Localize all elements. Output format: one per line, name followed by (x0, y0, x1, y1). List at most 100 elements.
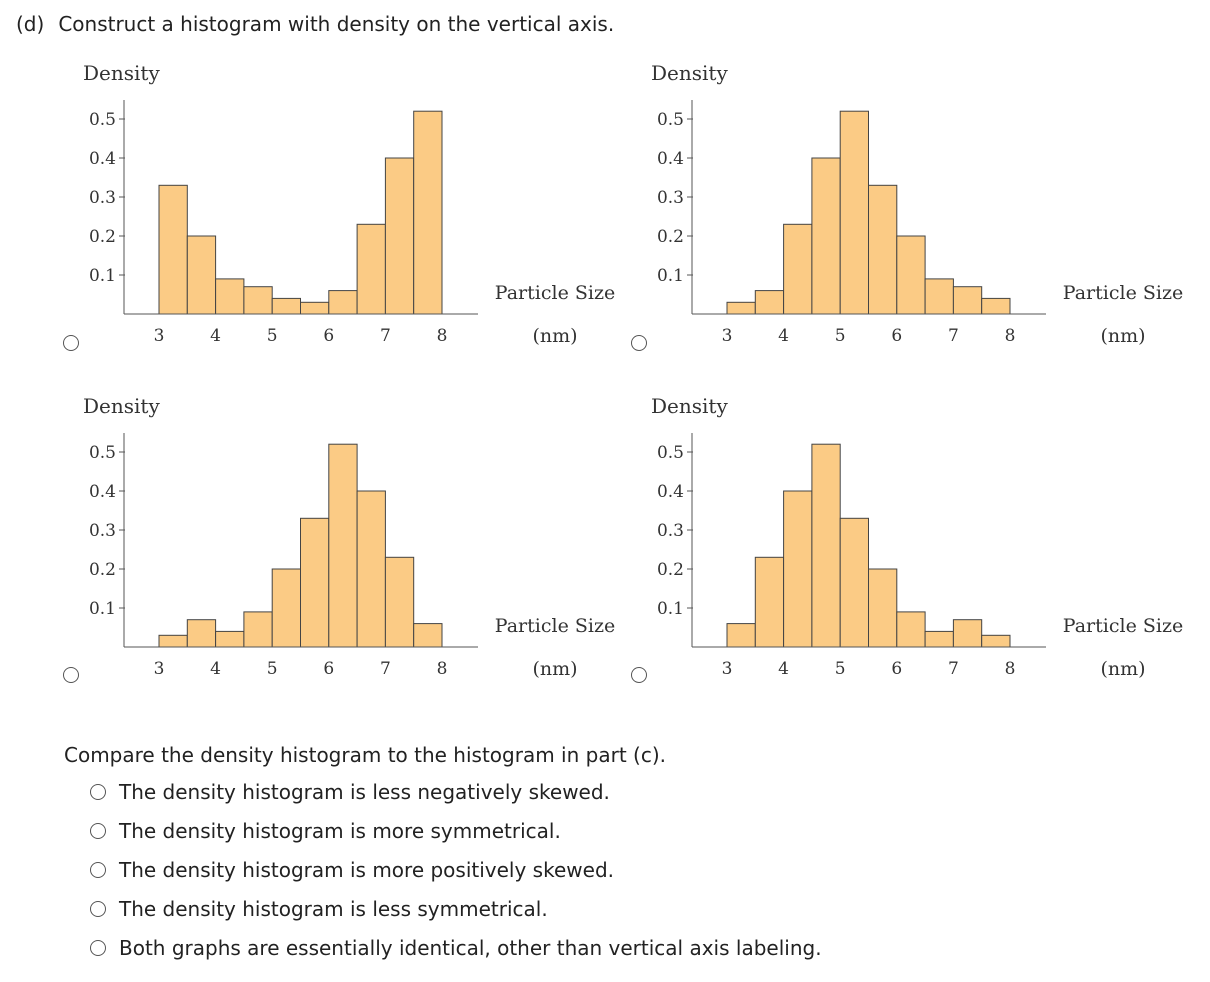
x-tick-label: 7 (948, 326, 959, 346)
x-tick-label: 6 (891, 659, 902, 679)
y-axis-label: Density (651, 61, 728, 85)
histogram-bar (300, 301, 330, 315)
x-tick-label: 8 (437, 326, 448, 346)
compare-option-radio[interactable] (90, 940, 106, 956)
histogram-bar (384, 157, 415, 315)
histogram-bar (356, 223, 386, 315)
y-axis-label: Density (83, 61, 160, 85)
compare-option-label: The density histogram is less negatively… (119, 780, 610, 804)
y-tick-label: 0.1 (89, 599, 116, 619)
y-tick-label: 0.2 (89, 560, 116, 580)
y-tick-label: 0.1 (89, 266, 116, 286)
y-tick-label: 0.3 (89, 188, 116, 208)
x-tick-label: 4 (778, 659, 789, 679)
histogram-bar (952, 619, 983, 648)
histogram-bar (300, 517, 330, 648)
histogram-bar (783, 223, 813, 315)
histogram-choice-radio-3[interactable] (63, 667, 79, 683)
y-tick-label: 0.3 (89, 521, 116, 541)
y-tick-label: 0.2 (89, 227, 116, 247)
compare-option-label: The density histogram is less symmetrica… (119, 897, 548, 921)
histogram-chart-2: Density 0.1 0.2 0.3 0.4 0.5 3 4 5 6 7 8 Particle Siz… (651, 61, 1183, 347)
y-tick-label: 0.5 (657, 110, 684, 130)
y-tick-label: 0.3 (657, 188, 684, 208)
x-axis-label: Particle Size (495, 282, 615, 304)
x-tick-label: 8 (437, 659, 448, 679)
compare-prompt: Compare the density histogram to the his… (64, 743, 666, 767)
histogram-bar (243, 286, 273, 315)
histogram-bar (215, 278, 245, 315)
x-axis-unit-label: (nm) (532, 658, 577, 680)
question-part-label: (d) (16, 12, 45, 36)
y-axis-label: Density (651, 394, 728, 418)
histogram-bar (754, 290, 785, 315)
x-tick-label: 4 (210, 326, 221, 346)
x-tick-label: 5 (835, 326, 846, 346)
question-prompt: Construct a histogram with density on th… (58, 12, 615, 36)
x-axis-label: Particle Size (495, 615, 615, 637)
histogram-bar (868, 568, 898, 648)
histogram-bar (754, 556, 785, 648)
x-tick-label: 5 (835, 659, 846, 679)
compare-option-radio[interactable] (90, 901, 106, 917)
histogram-bar (868, 184, 898, 315)
histogram-bar (243, 611, 273, 648)
y-tick-label: 0.2 (657, 560, 684, 580)
y-tick-label: 0.1 (657, 599, 684, 619)
compare-option-label: Both graphs are essentially identical, o… (119, 936, 822, 960)
histogram-bar (896, 611, 926, 648)
x-tick-label: 4 (778, 326, 789, 346)
question-title: (d) Construct a histogram with density on… (16, 12, 614, 36)
histogram-bar (726, 301, 756, 315)
histogram-bar (811, 157, 841, 315)
histogram-bar (924, 278, 954, 315)
histogram-bar (811, 443, 841, 648)
y-tick-label: 0.5 (657, 443, 684, 463)
x-tick-label: 6 (323, 659, 334, 679)
histogram-bar (783, 490, 813, 648)
histogram-bar (896, 235, 926, 315)
histogram-bar (839, 517, 869, 648)
histogram-bar (839, 110, 869, 315)
y-tick-label: 0.4 (89, 482, 116, 502)
histogram-bar (981, 297, 1011, 315)
x-tick-label: 4 (210, 659, 221, 679)
compare-option-radio[interactable] (90, 784, 106, 800)
x-tick-label: 8 (1005, 659, 1016, 679)
x-tick-label: 7 (948, 659, 959, 679)
compare-option-label: The density histogram is more positively… (119, 858, 614, 882)
y-tick-label: 0.2 (657, 227, 684, 247)
histogram-bar (726, 623, 756, 648)
histogram-bar (924, 630, 954, 648)
x-axis-unit-label: (nm) (1100, 325, 1145, 347)
y-tick-label: 0.1 (657, 266, 684, 286)
y-axis-label: Density (83, 394, 160, 418)
histogram-bar (981, 634, 1011, 648)
histogram-choice-radio-2[interactable] (631, 335, 647, 351)
histogram-bar (271, 297, 301, 315)
x-tick-label: 3 (722, 659, 733, 679)
histogram-bar (356, 490, 386, 648)
histogram-bar (158, 184, 188, 315)
x-tick-label: 7 (380, 326, 391, 346)
histogram-bar (413, 110, 443, 315)
x-axis-label: Particle Size (1063, 282, 1183, 304)
compare-option-radio[interactable] (90, 823, 106, 839)
histogram-bar (328, 443, 358, 648)
y-tick-label: 0.4 (89, 149, 116, 169)
histogram-bar (215, 630, 245, 648)
x-axis-unit-label: (nm) (1100, 658, 1145, 680)
compare-option-radio[interactable] (90, 862, 106, 878)
histogram-choice-radio-4[interactable] (631, 667, 647, 683)
histogram-chart-3: Density 0.1 0.2 0.3 0.4 0.5 3 4 5 6 7 8 Particle Siz… (83, 394, 615, 680)
y-tick-label: 0.5 (89, 443, 116, 463)
histogram-chart-4: Density 0.1 0.2 0.3 0.4 0.5 3 4 5 6 7 8 Particle Siz… (651, 394, 1183, 680)
x-tick-label: 8 (1005, 326, 1016, 346)
histogram-choice-radio-1[interactable] (63, 335, 79, 351)
x-tick-label: 3 (154, 326, 165, 346)
histogram-bar (328, 290, 358, 315)
x-axis-label: Particle Size (1063, 615, 1183, 637)
histogram-bar (413, 623, 443, 648)
histogram-chart-1: Density 0.1 0.2 0.3 0.4 0.5 3 4 5 6 7 8 Particle Siz… (83, 61, 615, 347)
x-tick-label: 7 (380, 659, 391, 679)
